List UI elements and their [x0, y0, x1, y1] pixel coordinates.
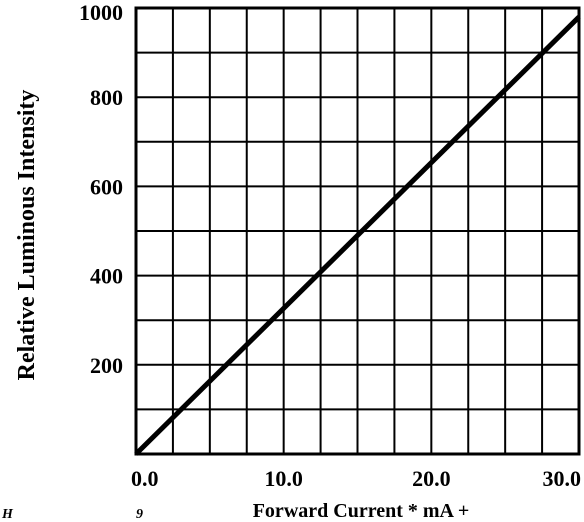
y-tick-label: 1000 — [79, 0, 123, 25]
y-tick-label: 200 — [90, 353, 123, 378]
y-tick-label: 800 — [90, 85, 123, 110]
x-tick-labels: 0.0 10.0 20.0 30.0 — [131, 466, 581, 491]
x-tick-label: 20.0 — [412, 466, 451, 491]
y-axis-label: Relative Luminous Intensity — [14, 90, 40, 381]
series-layer — [134, 15, 581, 456]
y-tick-label: 400 — [90, 264, 123, 289]
stray-mark-left: H — [1, 507, 14, 522]
x-tick-label: 10.0 — [264, 466, 303, 491]
x-axis-label: Forward Current * mA + — [253, 500, 470, 522]
plot-frame — [134, 6, 581, 456]
y-tick-labels: 200 400 600 800 1000 — [79, 0, 123, 378]
x-tick-label: 30.0 — [543, 466, 582, 491]
stray-mark-middle: 9 — [136, 507, 143, 522]
series-line-0 — [134, 15, 581, 456]
x-tick-label: 0.0 — [131, 466, 159, 491]
y-tick-label: 600 — [90, 174, 123, 199]
